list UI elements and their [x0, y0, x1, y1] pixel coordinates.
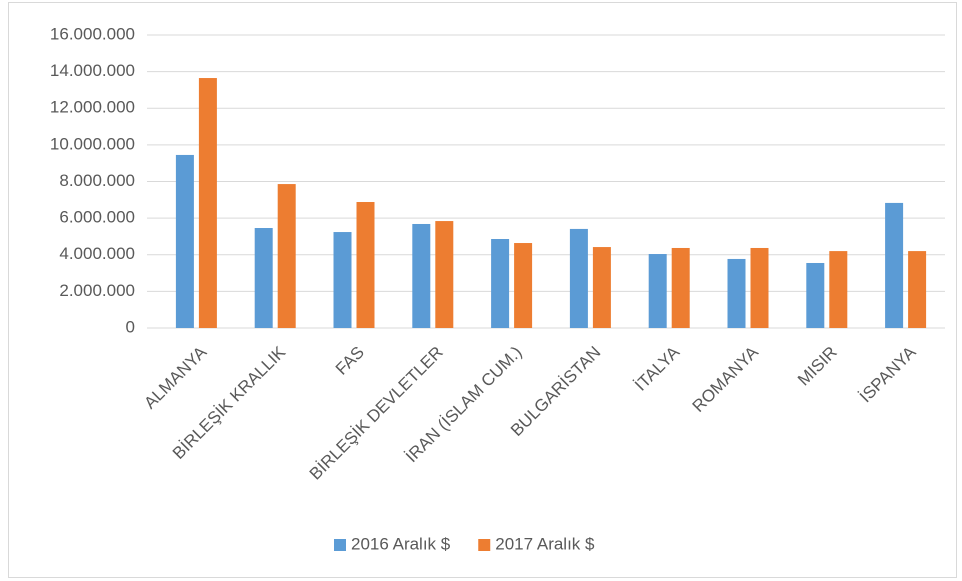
bar	[175, 154, 194, 328]
y-tick-label: 4.000.000	[59, 244, 135, 263]
bar	[829, 251, 848, 328]
bar	[277, 184, 296, 328]
bar	[435, 221, 454, 328]
legend-label: 2016 Aralık $	[351, 534, 451, 553]
y-tick-label: 12.000.000	[50, 98, 135, 117]
y-tick-label: 0	[126, 317, 135, 336]
y-tick-label: 14.000.000	[50, 61, 135, 80]
bar	[727, 258, 746, 328]
y-tick-label: 8.000.000	[59, 171, 135, 190]
bar	[254, 228, 273, 328]
y-tick-label: 6.000.000	[59, 208, 135, 227]
chart-frame	[8, 2, 957, 578]
bar	[750, 247, 769, 328]
bar	[412, 223, 431, 328]
y-tick-label: 2.000.000	[59, 281, 135, 300]
bar	[671, 247, 690, 328]
bar	[356, 202, 375, 328]
legend-swatch	[334, 539, 346, 551]
y-tick-label: 10.000.000	[50, 134, 135, 153]
bar	[491, 239, 510, 328]
bar	[806, 262, 825, 328]
bar	[592, 247, 611, 328]
bar	[908, 251, 927, 328]
y-tick-label: 16.000.000	[50, 24, 135, 43]
bar	[569, 228, 588, 328]
bar	[514, 243, 533, 328]
bar	[648, 254, 667, 328]
bar	[198, 78, 217, 328]
bar	[885, 202, 904, 328]
legend-swatch	[478, 539, 491, 551]
legend-label: 2017 Aralık $	[495, 534, 595, 553]
bar	[333, 232, 352, 328]
